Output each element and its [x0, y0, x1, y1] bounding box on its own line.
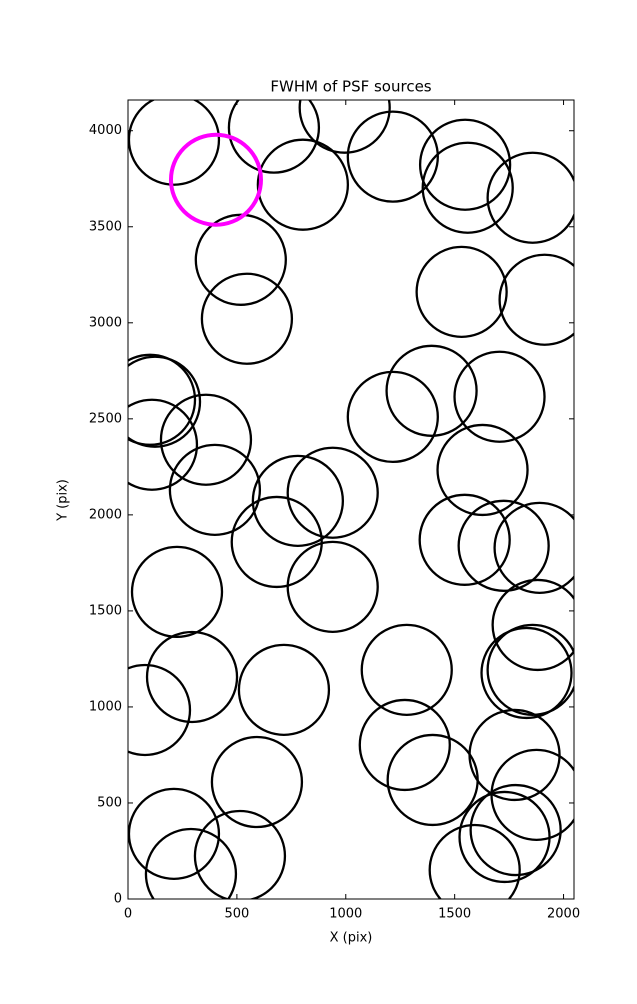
source-circle — [491, 578, 574, 672]
source-circle — [130, 545, 224, 639]
source-circle — [486, 151, 574, 244]
source-circle — [418, 493, 511, 586]
y-tick-label: 1500 — [89, 603, 122, 618]
x-tick-label: 2000 — [547, 907, 580, 922]
plot-area — [128, 100, 574, 899]
y-tick-label: 3000 — [89, 315, 122, 330]
x-tick-label: 0 — [124, 907, 132, 922]
source-circle — [346, 370, 439, 464]
source-circle — [453, 350, 546, 443]
x-tick-label: 1500 — [438, 907, 471, 922]
source-circle — [128, 353, 197, 446]
y-tick-label: 3500 — [89, 219, 122, 234]
source-circle — [415, 245, 508, 339]
source-circle — [286, 446, 379, 539]
source-circle — [298, 100, 391, 154]
y-tick-label: 0 — [114, 892, 122, 907]
source-circle — [256, 138, 350, 231]
x-axis-label: X (pix) — [330, 931, 373, 946]
x-tick-label: 500 — [224, 907, 249, 922]
source-circle — [227, 100, 321, 174]
axes-frame — [127, 99, 575, 900]
y-axis-label: Y (pix) — [56, 479, 71, 522]
source-circle — [286, 540, 379, 634]
source-circle — [457, 499, 550, 592]
source-circle — [128, 355, 202, 448]
source-circle — [168, 132, 263, 227]
source-circle — [421, 141, 514, 234]
chart-title: FWHM of PSF sources — [270, 78, 431, 96]
source-circle — [428, 823, 521, 899]
source-circle — [237, 643, 331, 736]
x-tick-label: 1000 — [329, 907, 362, 922]
source-circle — [128, 787, 221, 881]
source-circle — [480, 626, 573, 720]
source-circle — [193, 809, 287, 899]
source-circle — [128, 398, 199, 491]
source-circle — [145, 630, 239, 724]
source-circle — [360, 623, 453, 717]
source-circle — [498, 253, 574, 346]
source-circle — [194, 213, 287, 306]
source-circle — [418, 118, 512, 211]
source-circle — [436, 423, 529, 517]
source-circle — [493, 501, 574, 595]
source-circle — [159, 393, 253, 486]
source-circle — [385, 344, 478, 437]
source-circle — [168, 443, 262, 537]
source-circle — [346, 110, 439, 203]
source-circle — [251, 454, 345, 547]
source-circle — [210, 735, 304, 829]
source-circle — [230, 495, 323, 589]
y-tick-label: 4000 — [89, 123, 122, 138]
source-circle — [486, 623, 574, 717]
source-circle — [144, 827, 238, 899]
y-tick-label: 1000 — [89, 699, 122, 714]
source-circle — [458, 790, 551, 884]
source-circle — [469, 783, 562, 877]
source-circle — [358, 698, 451, 792]
y-tick-label: 2000 — [89, 507, 122, 522]
source-circle — [128, 663, 192, 757]
y-tick-label: 500 — [97, 795, 122, 810]
source-circle — [200, 272, 294, 365]
y-tick-label: 2500 — [89, 411, 122, 426]
source-circle — [128, 100, 221, 186]
